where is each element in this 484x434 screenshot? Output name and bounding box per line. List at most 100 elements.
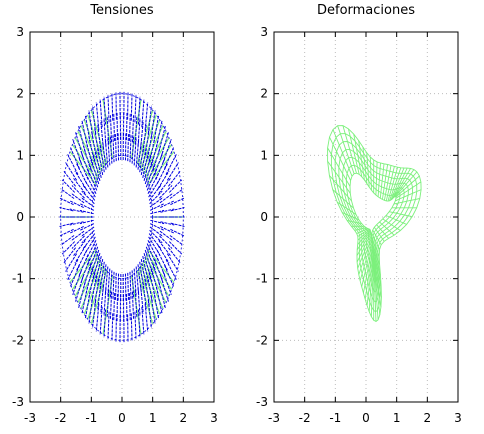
mesh-spoke	[390, 167, 405, 201]
stress-vector	[148, 236, 161, 256]
stress-vector	[147, 275, 153, 304]
mesh-spoke	[347, 128, 360, 175]
x-tick-label: 0	[362, 411, 370, 425]
x-tick-label: 1	[393, 411, 401, 425]
x-tick-label: -2	[55, 411, 67, 425]
stress-vector	[149, 203, 164, 211]
mesh-spoke	[376, 224, 389, 239]
stress-vector	[63, 247, 76, 264]
mesh-spoke	[329, 136, 352, 181]
stress-vector	[95, 102, 100, 131]
mesh-spoke	[356, 233, 372, 263]
stress-vector	[162, 139, 172, 164]
mesh-spoke	[371, 233, 381, 250]
mesh-spoke	[357, 229, 371, 241]
mesh-spoke	[381, 164, 389, 200]
stress-vector	[159, 192, 174, 204]
mesh-segment	[102, 275, 114, 335]
stress-vector	[134, 289, 138, 319]
stress-vector	[153, 114, 160, 143]
stress-vector	[156, 249, 168, 271]
mesh-spoke	[389, 167, 402, 201]
stress-vector	[146, 168, 158, 191]
stress-vector	[102, 264, 107, 293]
mesh-spoke	[373, 227, 385, 242]
stress-vector	[170, 197, 185, 206]
stress-vector	[103, 287, 107, 316]
stress-vector	[106, 289, 110, 319]
stress-vector	[88, 271, 95, 299]
stress-vector	[158, 240, 172, 257]
stress-vector	[164, 265, 175, 288]
stress-vector	[85, 140, 94, 167]
stress-vector	[139, 144, 145, 173]
stress-vector	[103, 309, 107, 338]
stress-vector	[99, 306, 103, 336]
stress-vector	[142, 123, 147, 152]
y-tick-label: 1	[16, 148, 24, 162]
stress-vector	[78, 125, 86, 153]
x-tick-label: 2	[424, 411, 432, 425]
stress-vector	[100, 285, 104, 314]
mesh-spoke	[373, 262, 381, 315]
plot-area	[59, 91, 185, 343]
mesh-spoke	[354, 227, 367, 231]
stress-vector	[84, 291, 91, 320]
stress-vector	[75, 276, 84, 302]
stress-vector	[149, 197, 164, 208]
stress-vector	[102, 141, 107, 170]
stress-vector	[134, 311, 137, 340]
stress-vector	[74, 170, 87, 189]
stress-vector	[69, 208, 84, 213]
stress-vector	[113, 112, 115, 141]
stress-vector	[72, 270, 82, 295]
x-tick-label: 2	[180, 411, 188, 425]
panel-deformaciones: Deformaciones -3 -2 -1 0 1 2 3 -3 -2 -1 0 1 2 3	[256, 3, 462, 425]
stress-vector	[140, 120, 144, 149]
mesh-spoke	[383, 165, 392, 201]
stress-vector	[131, 270, 135, 299]
y-tick-label: 1	[260, 148, 268, 162]
stress-vector	[109, 291, 113, 320]
stress-vector	[83, 178, 96, 198]
plot-area	[327, 125, 422, 323]
stress-vector	[130, 92, 133, 121]
stress-vector	[92, 299, 97, 329]
mesh-spoke	[369, 156, 372, 191]
stress-vector	[74, 245, 87, 264]
stress-vector	[157, 170, 170, 189]
stress-vector	[164, 146, 175, 169]
stress-vector	[129, 112, 131, 141]
stress-vector	[90, 249, 100, 276]
stress-vector	[88, 246, 99, 271]
mesh-spoke	[371, 237, 380, 257]
mesh-spoke	[342, 212, 359, 221]
stress-vector	[65, 253, 78, 272]
stress-vector	[106, 115, 110, 145]
x-tick-label: -2	[299, 411, 311, 425]
mesh-spoke	[379, 221, 395, 236]
stress-vector	[80, 151, 90, 176]
grid	[30, 32, 214, 402]
mesh-spoke	[391, 167, 408, 200]
stress-vector	[155, 120, 163, 148]
stress-vector	[111, 313, 114, 342]
stress-vector	[104, 139, 109, 168]
mesh-segment	[138, 267, 157, 320]
stress-vector	[149, 226, 164, 237]
stress-vector	[60, 235, 75, 246]
mesh-spoke	[336, 201, 357, 215]
stress-vector	[59, 197, 74, 206]
mesh-spoke	[368, 254, 374, 312]
stress-vector	[144, 127, 150, 156]
mesh-segment	[87, 114, 106, 167]
mesh-spoke	[373, 256, 382, 298]
stress-vector	[63, 170, 76, 187]
stress-vector	[170, 228, 185, 237]
stress-vector	[69, 200, 84, 208]
stress-vector	[69, 226, 84, 234]
x-tick-label: -3	[24, 411, 36, 425]
mesh-segment	[102, 99, 114, 159]
stress-vector	[107, 311, 110, 340]
stress-vector	[130, 313, 133, 342]
